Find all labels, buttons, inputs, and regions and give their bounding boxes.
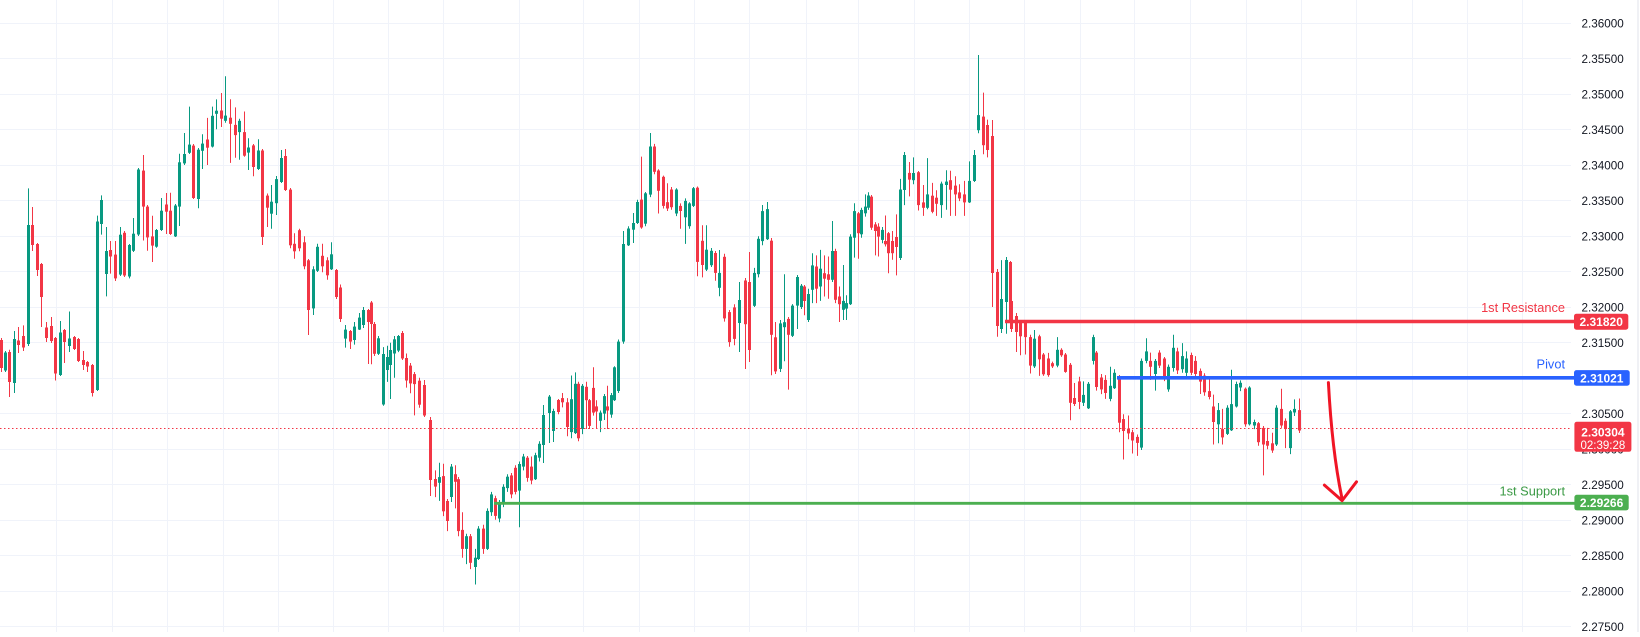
svg-text:2.29000: 2.29000 (1582, 515, 1625, 528)
svg-text:02:39:28: 02:39:28 (1581, 440, 1626, 452)
svg-text:2.27500: 2.27500 (1582, 621, 1625, 632)
svg-text:2.34500: 2.34500 (1582, 124, 1625, 137)
svg-text:2.36000: 2.36000 (1582, 18, 1625, 31)
svg-text:Pivot: Pivot (1537, 357, 1566, 372)
svg-text:2.35000: 2.35000 (1582, 89, 1625, 102)
svg-text:2.28500: 2.28500 (1582, 550, 1625, 563)
svg-text:2.29266: 2.29266 (1580, 496, 1624, 510)
svg-text:1st Support: 1st Support (1500, 484, 1566, 499)
svg-text:2.30500: 2.30500 (1582, 408, 1625, 421)
svg-text:2.31500: 2.31500 (1582, 337, 1625, 350)
svg-text:2.32500: 2.32500 (1582, 266, 1625, 279)
svg-text:2.31820: 2.31820 (1580, 315, 1624, 329)
svg-text:2.34000: 2.34000 (1582, 160, 1625, 173)
svg-text:2.30304: 2.30304 (1581, 425, 1625, 439)
svg-text:2.33500: 2.33500 (1582, 195, 1625, 208)
svg-text:2.31021: 2.31021 (1580, 371, 1624, 385)
svg-text:2.35500: 2.35500 (1582, 53, 1625, 66)
svg-text:1st Resistance: 1st Resistance (1481, 300, 1565, 315)
svg-text:2.28000: 2.28000 (1582, 586, 1625, 599)
svg-text:2.32000: 2.32000 (1582, 302, 1625, 315)
svg-text:2.29500: 2.29500 (1582, 479, 1625, 492)
svg-text:2.33000: 2.33000 (1582, 231, 1625, 244)
